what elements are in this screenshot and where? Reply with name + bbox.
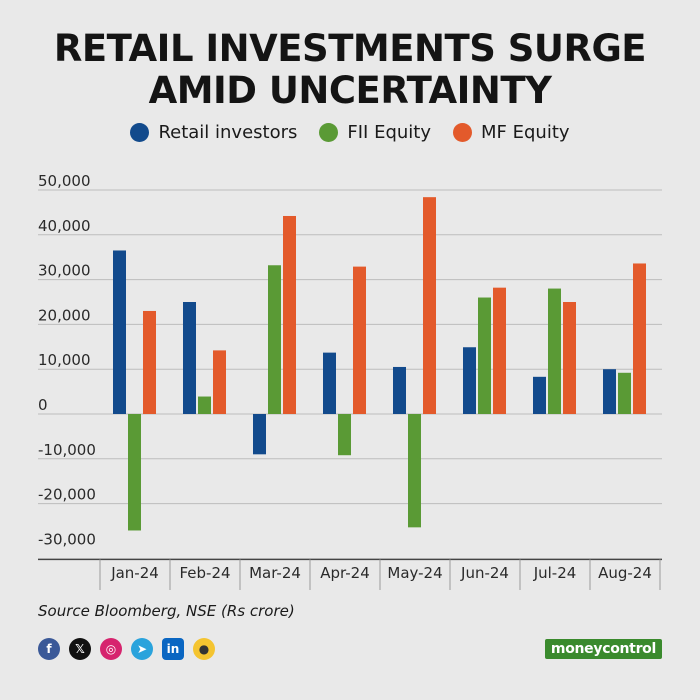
x-tick-label: Apr-24 [320,564,370,582]
koo-icon[interactable]: ● [193,638,215,660]
facebook-icon[interactable]: f [38,638,60,660]
bar [633,263,646,414]
source-note: Source Bloomberg, NSE (Rs crore) [38,602,295,620]
bar [198,396,211,414]
x-tick-label: Aug-24 [598,564,652,582]
bar [338,414,351,456]
legend-swatch-fii [319,123,339,142]
bar [393,366,406,414]
bar [493,287,506,414]
y-tick-label: -10,000 [38,441,96,459]
legend-label-fii: FII Equity [347,122,432,143]
y-tick-label: 40,000 [38,217,91,235]
x-tick-label: May-24 [387,564,442,582]
y-tick-label: 0 [38,396,48,414]
bar [113,250,126,414]
bar [563,302,576,414]
social-icons: f 𝕏 ◎ ➤ in ● [38,638,215,660]
legend-swatch-retail [130,123,150,142]
bar [463,347,476,414]
y-tick-label: -20,000 [38,486,96,504]
moneycontrol-logo: moneycontrol [544,639,662,659]
bar [323,352,336,414]
legend-item-mf: MF Equity [453,122,570,143]
x-icon[interactable]: 𝕏 [69,638,91,660]
legend-item-fii: FII Equity [319,122,431,143]
bar [353,266,366,414]
chart-title: RETAIL INVESTMENTS SURGE AMID UNCERTAINT… [0,28,700,112]
bar [253,414,266,455]
legend: Retail investors FII Equity MF Equity [0,122,700,143]
title-line-1: RETAIL INVESTMENTS SURGE [53,27,647,70]
bar [283,215,296,414]
bar [213,350,226,414]
legend-label-mf: MF Equity [481,122,570,143]
title-line-2: AMID UNCERTAINTY [148,69,552,112]
bar [143,310,156,414]
bar-chart: 50,000 40,000 30,000 20,000 10,000 0 -10,000 -2… [38,172,662,590]
y-tick-label: -30,000 [38,530,96,548]
bar [533,376,546,414]
x-tick-label: Jan-24 [110,564,159,582]
bar [408,414,421,528]
bar [478,297,491,414]
instagram-icon[interactable]: ◎ [100,638,122,660]
bar [268,265,281,414]
bar [128,414,141,531]
y-tick-label: 30,000 [38,262,91,280]
x-tick-label: Jul-24 [533,564,577,582]
y-tick-label: 50,000 [38,172,91,190]
telegram-icon[interactable]: ➤ [131,638,153,660]
legend-label-retail: Retail investors [158,122,298,143]
y-tick-label: 20,000 [38,306,91,324]
bar [423,197,436,414]
bar [548,288,561,414]
x-tick-label: Mar-24 [249,564,301,582]
bar [603,369,616,414]
bar [183,302,196,414]
y-tick-label: 10,000 [38,351,91,369]
linkedin-icon[interactable]: in [162,638,184,660]
bar [618,372,631,414]
x-tick-label: Feb-24 [179,564,230,582]
x-tick-label: Jun-24 [460,564,509,582]
legend-item-retail: Retail investors [130,122,297,143]
legend-swatch-mf [453,123,473,142]
